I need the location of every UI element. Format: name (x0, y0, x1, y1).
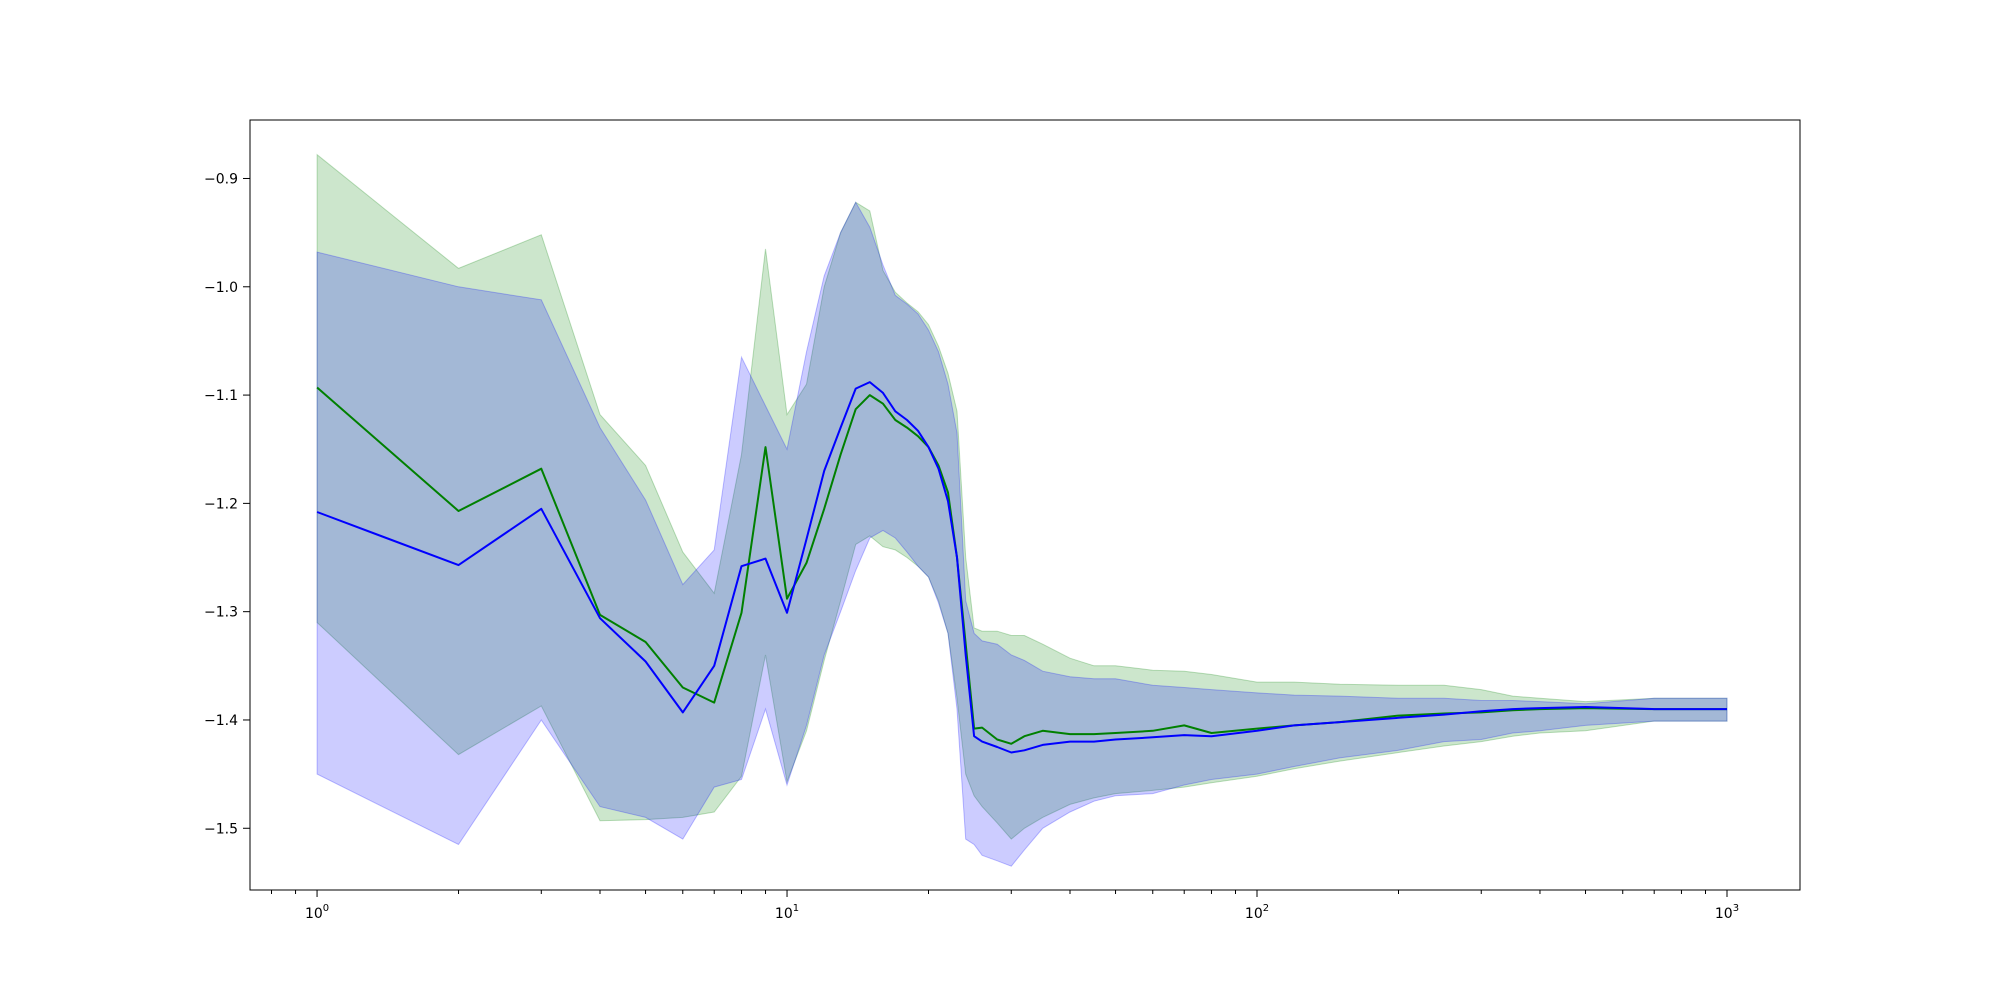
plot-area (316, 153, 1728, 867)
x-axis: 100 101 102 103 (271, 890, 1739, 922)
axes-frame (249, 119, 1801, 891)
y-tick-label: −1.4 (204, 713, 238, 729)
y-tick-label: −0.9 (204, 171, 238, 187)
x-tick-label: 100 (305, 903, 329, 922)
x-tick-label: 102 (1245, 903, 1269, 922)
y-axis: −0.9 −1.0 −1.1 −1.2 −1.3 −1.4 −1.5 (204, 171, 250, 837)
y-tick-label: −1.2 (204, 496, 238, 512)
confidence-band-1 (316, 153, 1728, 840)
x-tick-label: 103 (1715, 903, 1739, 922)
y-tick-label: −1.3 (204, 605, 238, 621)
y-tick-label: −1.5 (204, 821, 238, 837)
x-tick-label: 101 (775, 903, 799, 922)
y-tick-label: −1.1 (204, 388, 238, 404)
series-line-2 (316, 381, 1727, 754)
y-tick-label: −1.0 (204, 280, 238, 296)
confidence-band-2 (316, 201, 1728, 867)
